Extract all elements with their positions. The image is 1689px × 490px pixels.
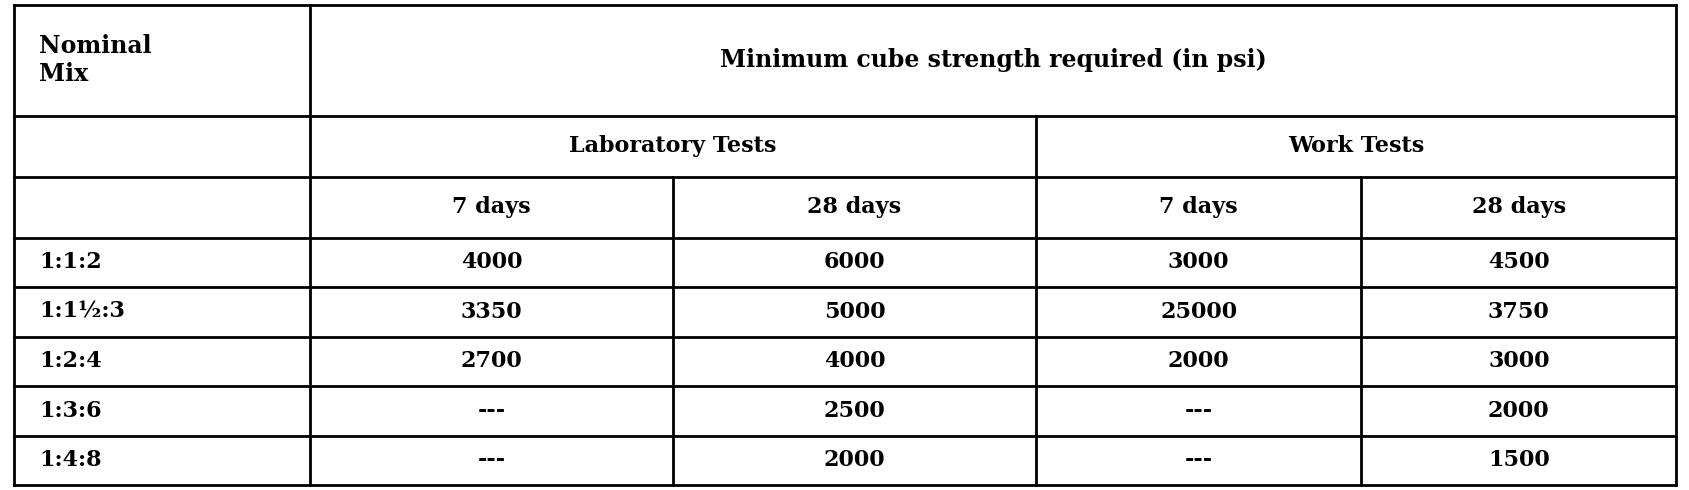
Text: 3350: 3350 <box>461 301 522 323</box>
Text: Work Tests: Work Tests <box>1287 135 1424 157</box>
Text: Minimum cube strength required (in psi): Minimum cube strength required (in psi) <box>720 49 1265 73</box>
Text: 1:3:6: 1:3:6 <box>39 400 101 422</box>
Text: 5000: 5000 <box>823 301 885 323</box>
Text: 3750: 3750 <box>1486 301 1549 323</box>
Text: 7 days: 7 days <box>1159 196 1238 218</box>
Text: 28 days: 28 days <box>807 196 902 218</box>
Text: ---: --- <box>476 400 505 422</box>
Text: ---: --- <box>1184 449 1213 471</box>
Text: 4000: 4000 <box>823 350 885 372</box>
Text: 25000: 25000 <box>1159 301 1236 323</box>
Text: 4000: 4000 <box>461 251 522 273</box>
Text: 6000: 6000 <box>823 251 885 273</box>
Text: 3000: 3000 <box>1167 251 1228 273</box>
Text: 2000: 2000 <box>823 449 885 471</box>
Text: 7 days: 7 days <box>451 196 530 218</box>
Text: ---: --- <box>476 449 505 471</box>
Text: 2700: 2700 <box>459 350 522 372</box>
Text: 1:1:2: 1:1:2 <box>39 251 101 273</box>
Text: Nominal
Mix: Nominal Mix <box>39 34 152 86</box>
Text: ---: --- <box>1184 400 1213 422</box>
Text: 2500: 2500 <box>823 400 885 422</box>
Text: 3000: 3000 <box>1486 350 1549 372</box>
Text: 1:2:4: 1:2:4 <box>39 350 101 372</box>
Text: 28 days: 28 days <box>1471 196 1566 218</box>
Text: Laboratory Tests: Laboratory Tests <box>569 135 777 157</box>
Text: 1500: 1500 <box>1486 449 1549 471</box>
Text: 1:4:8: 1:4:8 <box>39 449 101 471</box>
Text: 2000: 2000 <box>1486 400 1549 422</box>
Text: 2000: 2000 <box>1167 350 1228 372</box>
Text: 4500: 4500 <box>1486 251 1549 273</box>
Text: 1:1½:3: 1:1½:3 <box>39 301 125 323</box>
